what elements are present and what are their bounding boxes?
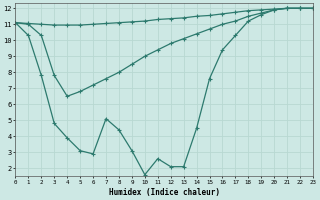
X-axis label: Humidex (Indice chaleur): Humidex (Indice chaleur) bbox=[109, 188, 220, 197]
